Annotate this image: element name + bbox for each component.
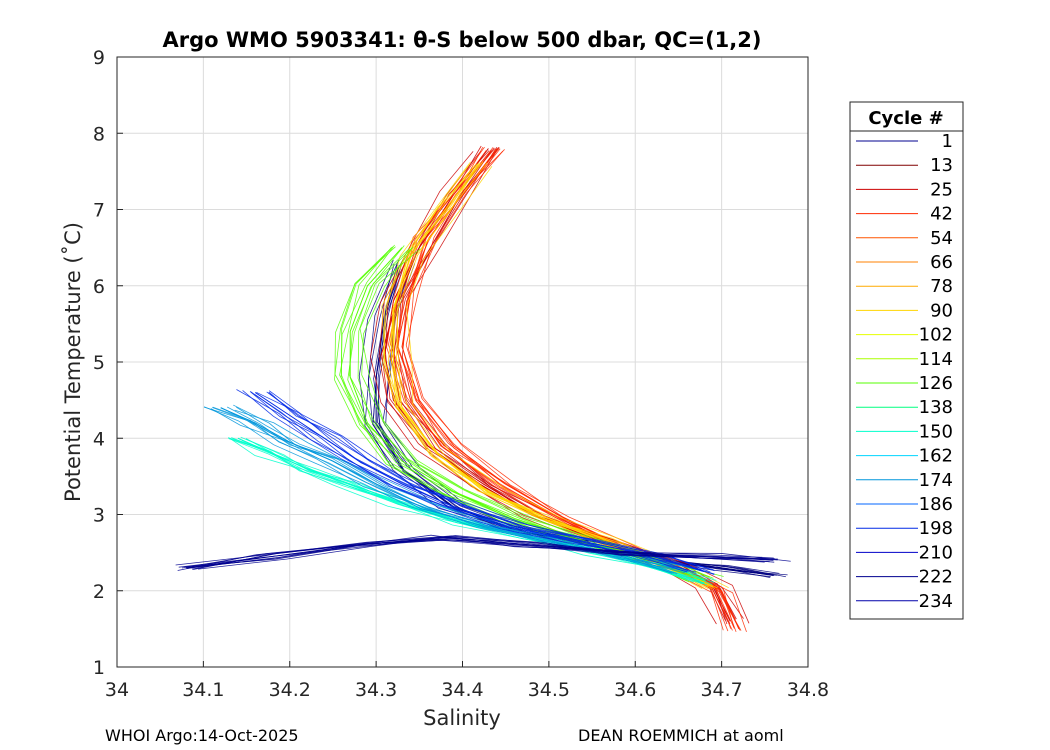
legend-label: 42 <box>930 204 953 225</box>
legend-entry: 234 <box>856 591 953 612</box>
legend: Cycle # 1 13 25 42 54 66 78 90 102 114 126 138 150 16… <box>849 101 964 620</box>
series-line <box>395 162 718 589</box>
y-tick-label: 2 <box>93 581 105 603</box>
legend-label: 162 <box>919 446 953 467</box>
series-line <box>240 436 708 586</box>
legend-entry: 42 <box>856 204 953 225</box>
y-tick-label: 3 <box>93 505 105 527</box>
x-tick-label: 34.5 <box>528 679 570 701</box>
legend-entries: 1 13 25 42 54 66 78 90 102 114 126 138 150 162 174 186 1… <box>856 131 953 612</box>
series-line <box>268 391 715 576</box>
x-tick-label: 34.4 <box>441 679 483 701</box>
legend-entry: 90 <box>856 300 953 321</box>
legend-entry: 25 <box>856 179 953 200</box>
y-tick-label: 9 <box>93 47 105 69</box>
series-line <box>396 163 712 587</box>
legend-entry: 162 <box>856 446 953 467</box>
series-line <box>266 391 711 573</box>
grid <box>117 57 808 667</box>
series-line <box>408 151 747 633</box>
series-line <box>390 163 715 589</box>
legend-entry: 150 <box>856 421 953 442</box>
legend-label: 174 <box>919 470 953 491</box>
legend-label: 234 <box>919 591 953 612</box>
y-tick-label: 7 <box>93 200 105 222</box>
y-tick-label: 8 <box>93 123 105 145</box>
legend-entry: 78 <box>856 276 953 297</box>
legend-label: 150 <box>919 421 953 442</box>
legend-label: 114 <box>919 349 953 370</box>
legend-entry: 54 <box>856 228 953 249</box>
legend-entry: 102 <box>856 325 953 346</box>
series-line <box>228 436 694 583</box>
legend-entry: 186 <box>856 494 953 515</box>
y-axis-label: Potential Temperature (˚C) <box>61 222 85 502</box>
x-tick-label: 34.7 <box>700 679 742 701</box>
x-tick-label: 34.8 <box>787 679 829 701</box>
footer-left: WHOI Argo:14-Oct-2025 <box>105 726 299 745</box>
legend-entry: 114 <box>856 349 953 370</box>
legend-entry: 210 <box>856 542 953 563</box>
x-axis-label: Salinity <box>423 706 501 730</box>
series-line <box>357 246 711 578</box>
trace-group <box>175 145 791 633</box>
series-line <box>198 535 791 570</box>
series-7 <box>236 389 715 576</box>
chart-title: Argo WMO 5903341: θ-S below 500 dbar, QC… <box>163 28 762 52</box>
legend-label: 138 <box>919 397 953 418</box>
x-tick-label: 34.6 <box>614 679 656 701</box>
x-tick-label: 34.2 <box>269 679 311 701</box>
series-line <box>177 534 763 571</box>
legend-label: 198 <box>919 518 953 539</box>
series-line <box>406 166 729 589</box>
legend-label: 66 <box>930 252 953 273</box>
y-tick-label: 4 <box>93 428 105 450</box>
x-tick-label: 34 <box>105 679 129 701</box>
series-8 <box>175 534 791 571</box>
y-tick-label: 6 <box>93 276 105 298</box>
legend-entry: 66 <box>856 252 953 273</box>
legend-label: 54 <box>930 228 953 249</box>
legend-entry: 1 <box>856 131 953 152</box>
legend-box <box>849 101 964 620</box>
footer-right: DEAN ROEMMICH at aoml <box>578 726 784 745</box>
y-tick-label: 5 <box>93 352 105 374</box>
legend-title: Cycle # <box>868 108 943 129</box>
x-axis-ticks: 34 34.1 34.2 34.3 34.4 34.5 34.6 34.7 34.8 <box>105 661 829 701</box>
y-tick-label: 1 <box>93 657 105 679</box>
legend-entry: 126 <box>856 373 953 394</box>
legend-label: 78 <box>930 276 953 297</box>
legend-label: 222 <box>919 567 953 588</box>
series-line <box>382 161 703 589</box>
series-line <box>256 391 714 571</box>
legend-entry: 174 <box>856 470 953 491</box>
x-tick-label: 34.1 <box>182 679 224 701</box>
y-axis-ticks: 1 2 3 4 5 6 7 8 9 <box>93 47 123 679</box>
legend-label: 210 <box>919 542 953 563</box>
legend-entry: 138 <box>856 397 953 418</box>
x-tick-label: 34.3 <box>355 679 397 701</box>
series-line <box>184 539 774 568</box>
legend-entry: 198 <box>856 518 953 539</box>
legend-label: 102 <box>919 325 953 346</box>
legend-label: 90 <box>930 300 953 321</box>
legend-label: 13 <box>930 155 953 176</box>
legend-entry: 222 <box>856 567 953 588</box>
legend-label: 25 <box>930 179 953 200</box>
legend-entry: 13 <box>856 155 953 176</box>
legend-label: 126 <box>919 373 953 394</box>
legend-label: 1 <box>942 131 953 152</box>
legend-label: 186 <box>919 494 953 515</box>
series-line <box>359 248 724 577</box>
